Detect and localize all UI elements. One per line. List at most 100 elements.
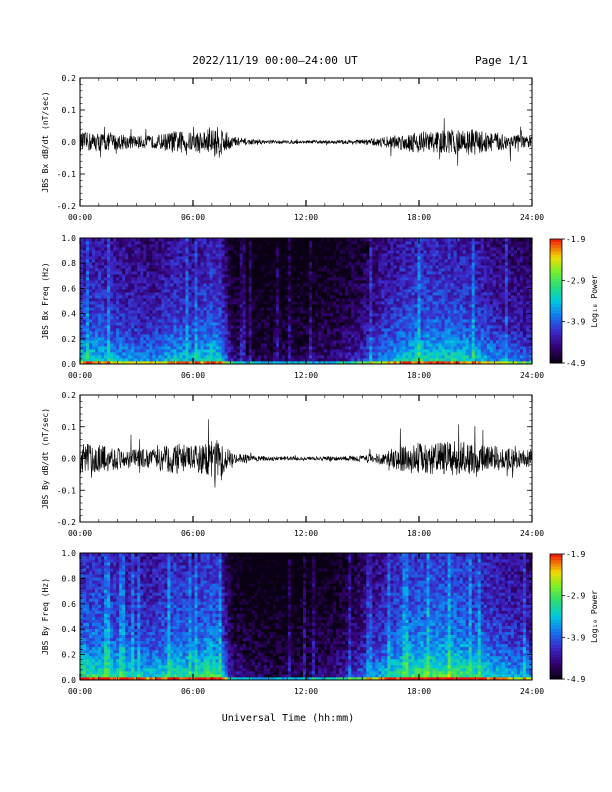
spectrogram-cell [119,253,123,257]
spectrogram-cell [399,247,403,251]
spectrogram-cell [251,277,256,281]
spectrogram-cell [269,271,274,275]
spectrogram-cell [414,247,418,251]
spectrogram-cell [357,289,361,293]
spectrogram-cell [119,274,123,278]
spectrogram-cell [378,289,382,293]
spectrogram-cell [170,244,174,248]
spectrogram-cell [309,271,313,275]
spectrogram-cell [173,271,177,275]
spectrogram-cell [254,316,259,320]
spectrogram-cell [194,298,198,302]
spectrogram-cell [110,280,114,284]
spectrogram-cell [420,298,424,302]
spectrogram-cell [293,280,298,284]
spectrogram-cell [119,349,123,353]
spectrogram-cell [227,304,232,308]
spectrogram-cell [336,319,340,323]
spectrogram-cell [89,259,93,263]
spectrogram-cell [227,307,232,311]
spectrogram-cell [384,280,388,284]
spectrogram-cell [167,262,171,266]
spectrogram-cell [251,256,256,260]
spectrogram-cell [155,346,159,350]
spectrogram-cell [131,325,135,329]
spectrogram-cell [98,289,102,293]
spectrogram-cell [227,337,232,341]
spectrogram-cell [260,241,265,245]
spectrogram-cell [227,310,232,314]
spectrogram-cell [128,274,132,278]
spectrogram-cell [375,328,379,332]
spectrogram-cell [429,361,433,365]
spectrogram-cell [312,295,316,299]
spectrogram-cell [293,349,298,353]
spectrogram-cell [200,259,204,263]
spectrogram-cell [399,253,403,257]
spectrogram-cell [348,286,352,290]
spectrogram-cell [330,259,334,263]
spectrogram-cell [164,325,168,329]
spectrogram-cell [245,283,250,287]
spectrogram-cell [327,352,331,356]
spectrogram-cell [182,310,186,314]
spectrogram-cell [95,358,99,362]
spectrogram-cell [179,340,183,344]
spectrogram-cell [345,349,349,353]
spectrogram-cell [131,355,135,359]
spectrogram-cell [242,337,247,341]
spectrogram-cell [369,352,373,356]
spectrogram-cell [321,322,325,326]
spectrogram-cell [131,265,135,269]
spectrogram-cell [155,328,159,332]
spectrogram-cell [281,268,286,272]
spectrogram-cell [185,298,189,302]
spectrogram-cell [399,331,403,335]
spectrogram-cell [119,322,123,326]
spectrogram-cell [387,316,391,320]
spectrogram-cell [381,358,385,362]
spectrogram-cell [306,334,310,338]
spectrogram-cell [321,304,325,308]
spectrogram-cell [414,244,418,248]
spectrogram-cell [357,349,361,353]
spectrogram-cell [173,259,177,263]
spectrogram-cell [257,262,262,266]
spectrogram-cell [233,262,238,266]
spectrogram-cell [263,307,268,311]
spectrogram-cell [306,250,310,254]
spectrogram-cell [200,304,204,308]
spectrogram-cell [113,334,117,338]
spectrogram-cell [149,241,153,245]
spectrogram-cell [206,250,210,254]
spectrogram-cell [176,310,180,314]
spectrogram-cell [248,259,253,263]
spectrogram-cell [302,283,307,287]
spectrogram-cell [402,304,406,308]
spectrogram-cell [179,238,183,242]
spectrogram-cell [149,310,153,314]
spectrogram-cell [224,346,229,350]
spectrogram-cell [86,262,90,266]
spectrogram-cell [299,283,304,287]
spectrogram-cell [80,310,84,314]
spectrogram-cell [110,313,114,317]
spectrogram-cell [128,304,132,308]
spectrogram-cell [191,298,195,302]
spectrogram-cell [396,274,400,278]
spectrogram-cell [107,280,111,284]
spectrogram-cell [179,307,183,311]
spectrogram-cell [420,310,424,314]
spectrogram-cell [309,286,313,290]
spectrogram-cell [140,256,144,260]
spectrogram-cell [296,355,301,359]
spectrogram-cell [318,301,322,305]
spectrogram-cell [245,334,250,338]
spectrogram-cell [363,262,367,266]
spectrogram-cell [167,319,171,323]
spectrogram-cell [116,280,120,284]
spectrogram-cell [411,307,415,311]
spectrogram-cell [321,286,325,290]
spectrogram-cell [339,355,343,359]
spectrogram-cell [239,265,244,269]
